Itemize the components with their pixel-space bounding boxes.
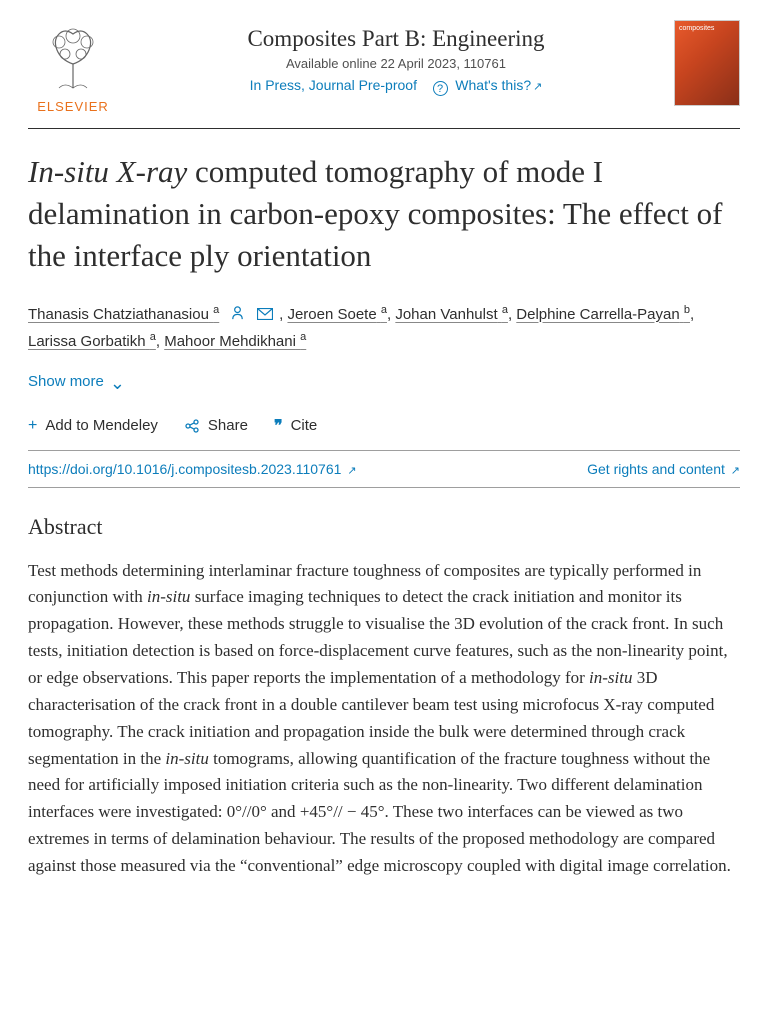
press-status-link[interactable]: In Press, Journal Pre-proof [250, 77, 417, 93]
publisher-logo[interactable]: ELSEVIER [28, 20, 118, 114]
help-icon[interactable]: ? [433, 81, 448, 96]
doi-link[interactable]: https://doi.org/10.1016/j.compositesb.20… [28, 461, 357, 477]
status-line: In Press, Journal Pre-proof ? What's thi… [134, 77, 658, 96]
doi-row: https://doi.org/10.1016/j.compositesb.20… [28, 461, 740, 477]
mail-icon[interactable] [257, 308, 273, 320]
rights-link[interactable]: Get rights and content ↗ [587, 461, 740, 477]
author-link[interactable]: Delphine Carrella-Payan b [516, 306, 690, 323]
journal-name-link[interactable]: Composites Part B: Engineering [134, 26, 658, 52]
article-header: ELSEVIER Composites Part B: Engineering … [28, 20, 740, 114]
chevron-down-icon: ⌄ [110, 373, 125, 393]
header-rule [28, 128, 740, 129]
author-link[interactable]: Jeroen Soete a [287, 306, 387, 323]
author-link[interactable]: Mahoor Mehdikhani a [164, 333, 306, 350]
author-link[interactable]: Thanasis Chatziathanasiou a [28, 306, 219, 323]
abstract-heading: Abstract [28, 514, 740, 540]
cite-button[interactable]: ❞ Cite [274, 416, 317, 436]
divider [28, 450, 740, 451]
actions-row: + Add to Mendeley Share ❞ Cite [28, 416, 740, 436]
elsevier-tree-icon [37, 20, 109, 92]
publisher-name: ELSEVIER [28, 99, 118, 114]
divider [28, 487, 740, 488]
abstract-text: Test methods determining interlaminar fr… [28, 558, 740, 880]
article-title: In-situ X-ray computed tomography of mod… [28, 151, 740, 277]
whats-this-link[interactable]: What's this?↗ [455, 77, 542, 93]
share-icon [184, 418, 200, 434]
external-arrow-icon: ↗ [533, 81, 542, 93]
share-button[interactable]: Share [184, 416, 248, 436]
availability-text: Available online 22 April 2023, 110761 [134, 56, 658, 71]
person-icon[interactable] [230, 305, 245, 320]
plus-icon: + [28, 417, 37, 435]
author-link[interactable]: Larissa Gorbatikh a [28, 333, 156, 350]
authors-list: Thanasis Chatziathanasiou a , Jeroen Soe… [28, 301, 740, 355]
external-arrow-icon: ↗ [347, 465, 356, 477]
show-more-toggle[interactable]: Show more⌄ [28, 373, 740, 394]
external-arrow-icon: ↗ [731, 465, 740, 477]
journal-meta: Composites Part B: Engineering Available… [134, 20, 658, 96]
journal-cover-thumb[interactable] [674, 20, 740, 106]
quote-icon: ❞ [274, 416, 283, 436]
author-link[interactable]: Johan Vanhulst a [395, 306, 508, 323]
add-mendeley-button[interactable]: + Add to Mendeley [28, 416, 158, 436]
